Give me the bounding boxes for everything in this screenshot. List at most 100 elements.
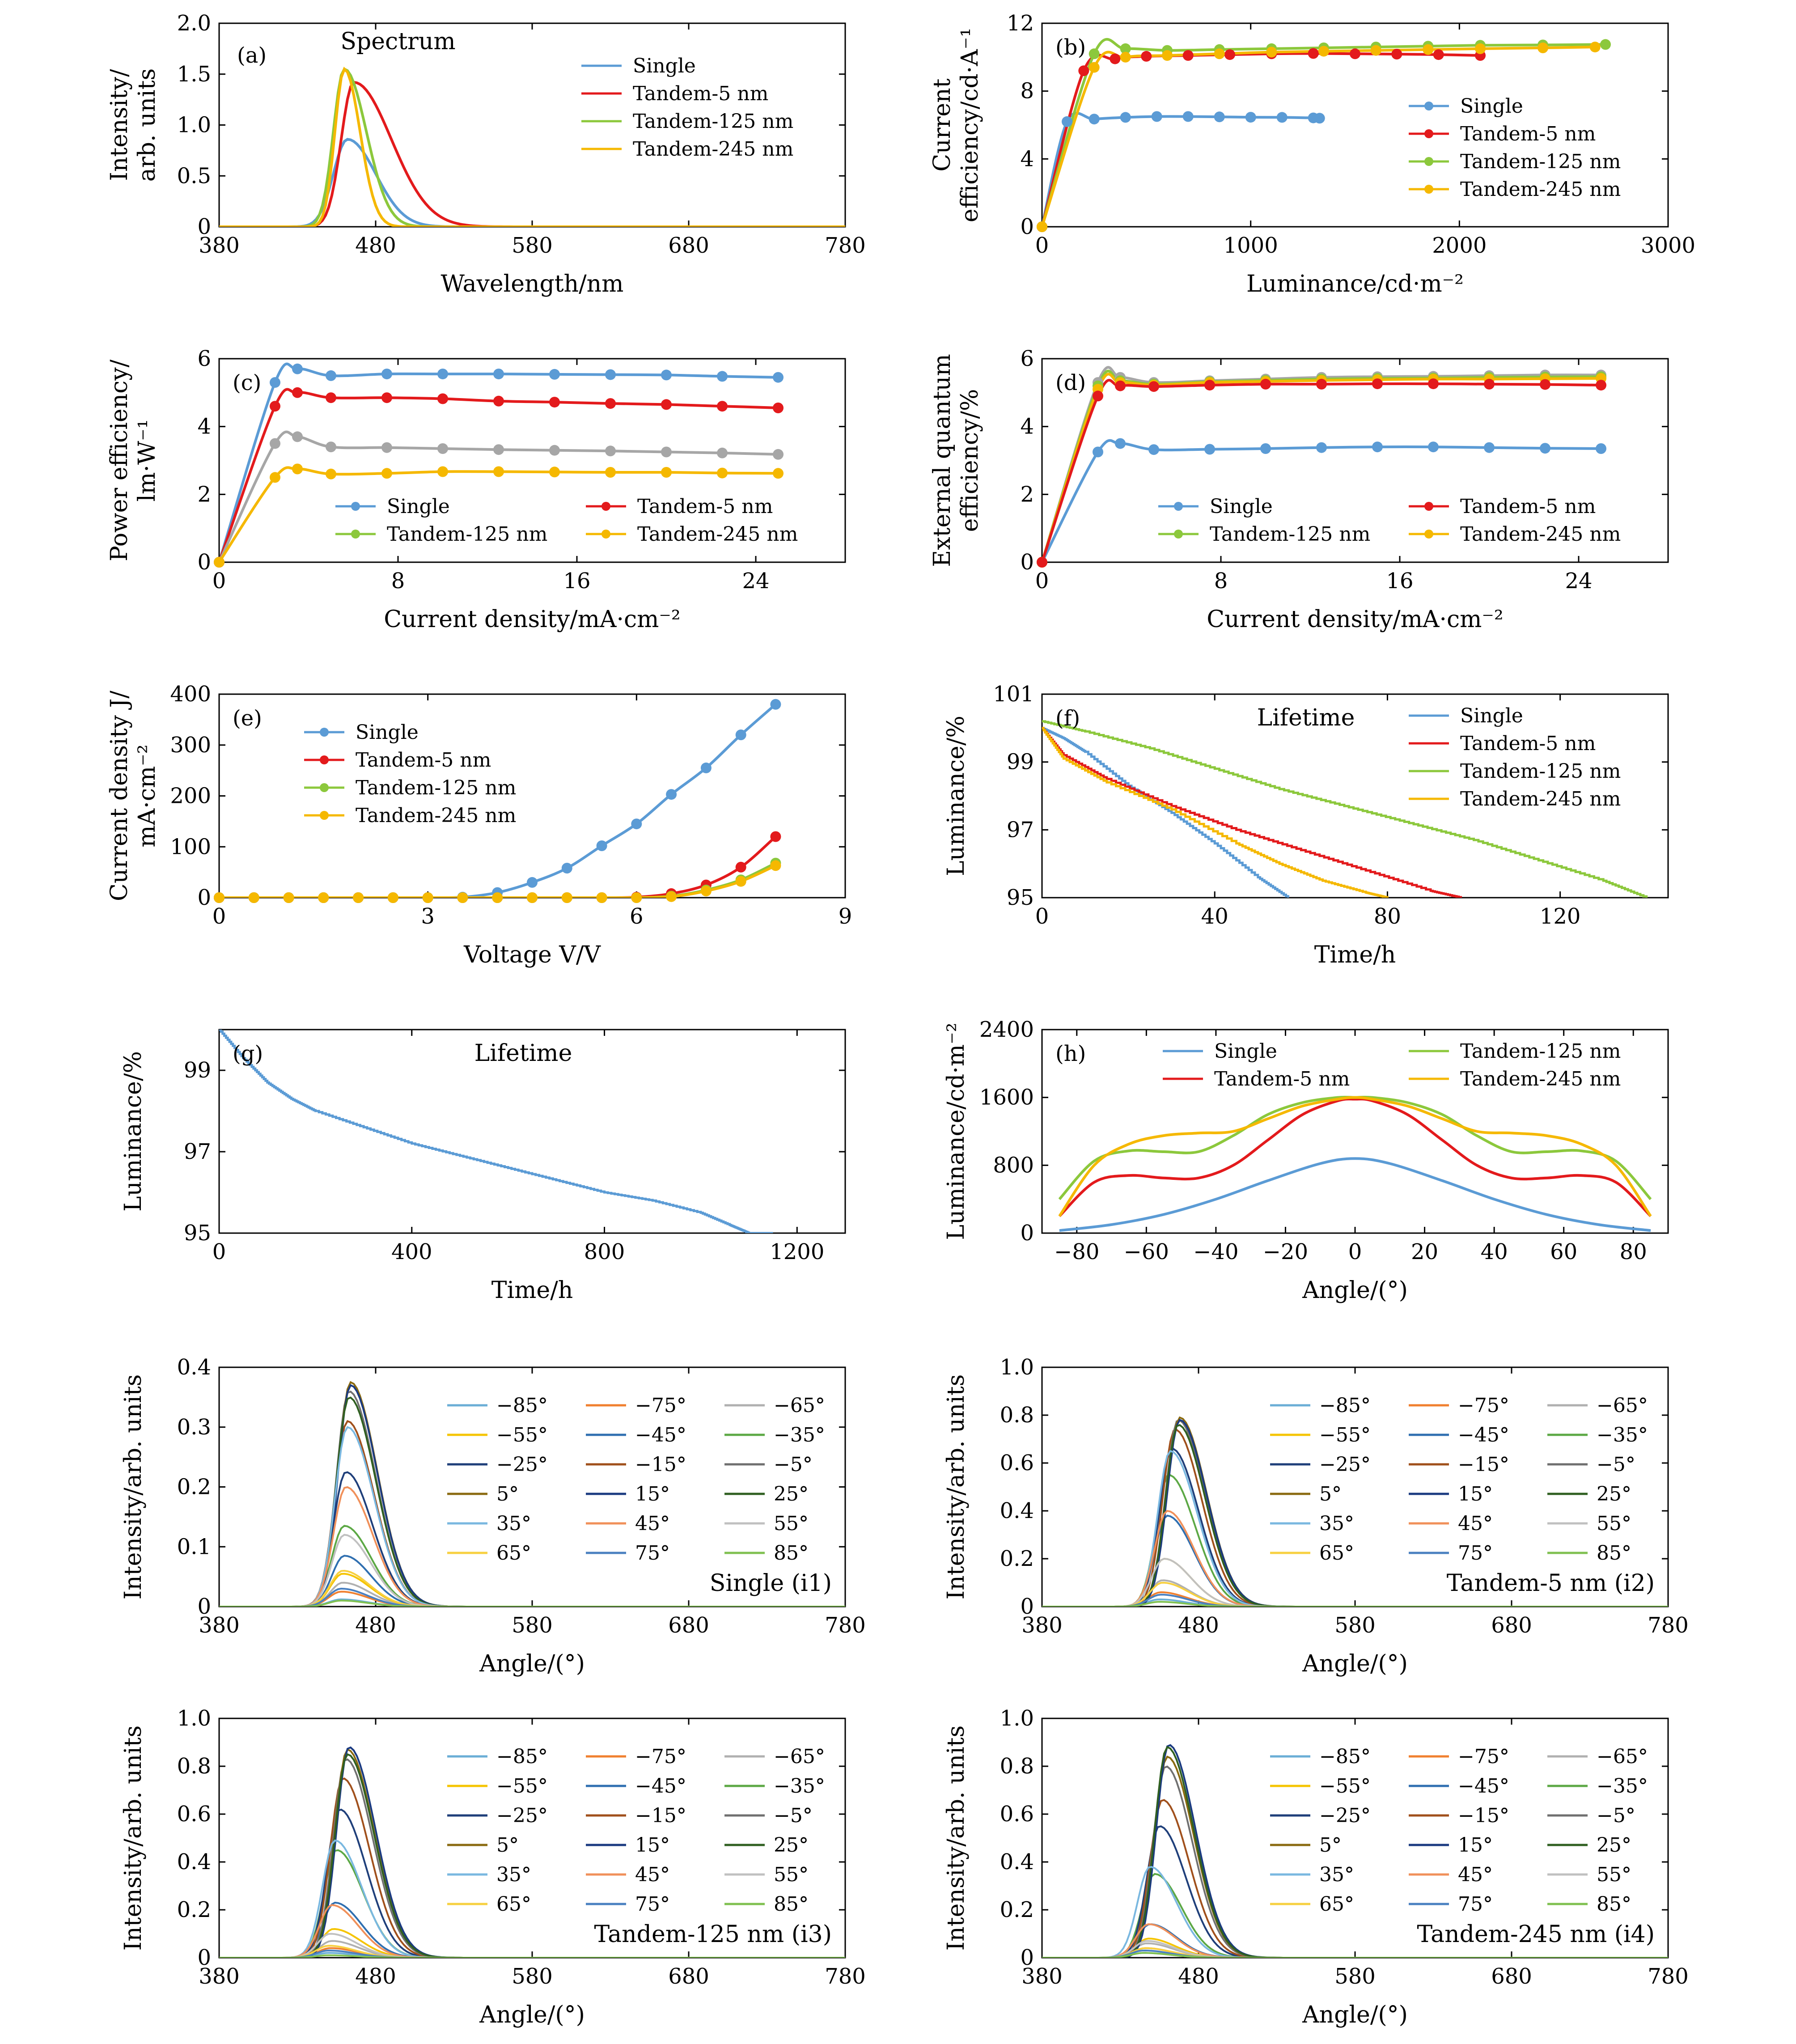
legend-entry: 35° (1319, 1512, 1354, 1535)
legend-entry: 75° (635, 1893, 670, 1916)
x-tick-label: 0 (1035, 568, 1049, 594)
data-marker (270, 438, 280, 449)
data-marker (292, 387, 303, 398)
y-axis-label: lm·W⁻¹ (134, 419, 161, 501)
legend-entry: Tandem-245 nm (1460, 523, 1621, 546)
legend-entry: 35° (496, 1512, 531, 1535)
panel-tag: (f) (1055, 706, 1080, 731)
angle-spectrum-line (1042, 1746, 1668, 1958)
x-tick-label: 0 (1035, 233, 1049, 258)
legend-entry: −25° (496, 1453, 548, 1476)
data-marker (1318, 46, 1329, 57)
panel-tag: (e) (233, 706, 262, 731)
legend-entry: Tandem-5 nm (1460, 732, 1596, 755)
y-tick-label: 97 (184, 1139, 211, 1164)
legend-entry: 5° (1319, 1483, 1342, 1505)
x-axis-label: Angle/(°) (479, 1650, 585, 1677)
data-marker (666, 891, 677, 902)
data-marker (1316, 378, 1327, 390)
angle-spectrum-line (219, 1940, 845, 1958)
legend-entry: −15° (1458, 1453, 1509, 1476)
y-axis-label: Current (929, 78, 956, 171)
angle-spectrum-line (219, 1534, 845, 1607)
legend-entry: −55° (496, 1775, 548, 1798)
legend-entry: −35° (1597, 1424, 1648, 1446)
series-line (219, 67, 845, 227)
panel-tag: Tandem-5 nm (i2) (1447, 1570, 1655, 1597)
series-line (1042, 727, 1389, 898)
legend-marker (1174, 530, 1183, 539)
data-marker (270, 472, 280, 483)
data-marker (1224, 49, 1235, 60)
legend-entry: Tandem-125 nm (1210, 523, 1370, 546)
legend-entry: −45° (635, 1424, 686, 1446)
legend-entry: 25° (774, 1834, 809, 1857)
legend-entry: 75° (1458, 1893, 1493, 1916)
legend-marker (320, 755, 329, 764)
data-marker (381, 468, 392, 479)
legend-entry: −35° (774, 1424, 825, 1446)
legend-entry: −85° (1319, 1394, 1371, 1417)
x-tick-label: 0 (212, 568, 226, 594)
data-marker (1540, 379, 1550, 390)
data-marker (549, 466, 560, 478)
legend-entry: Tandem-125 nm (633, 110, 793, 133)
legend-marker (1174, 502, 1183, 511)
y-tick-label: 2400 (979, 1017, 1034, 1042)
data-marker (1308, 48, 1319, 59)
y-tick-label: 0 (197, 214, 211, 239)
angle-spectrum-line (1042, 1510, 1668, 1607)
data-marker (1037, 221, 1047, 232)
y-tick-label: 4 (1020, 414, 1034, 439)
legend-entry: 15° (635, 1834, 670, 1857)
angle-spectrum-line (219, 1486, 845, 1607)
y-tick-label: 0.4 (177, 1849, 211, 1874)
data-marker (770, 860, 781, 871)
angle-spectrum-line (219, 1426, 845, 1607)
y-tick-label: 0.2 (1000, 1897, 1034, 1922)
data-marker (381, 392, 392, 403)
legend-entry: Tandem-5 nm (1214, 1068, 1350, 1090)
x-axis-label: Current density/mA·cm⁻² (1207, 606, 1503, 633)
plot-area (219, 1030, 773, 1233)
y-tick-label: 6 (197, 346, 211, 371)
data-marker (1182, 50, 1194, 61)
data-marker (770, 831, 781, 842)
series-line (1042, 52, 1481, 227)
y-tick-label: 300 (170, 733, 211, 758)
data-marker (1260, 443, 1271, 454)
data-marker (326, 468, 336, 479)
data-marker (661, 467, 672, 478)
x-axis-label: Current density/mA·cm⁻² (384, 606, 680, 633)
plot-area (219, 1746, 845, 1958)
data-marker (1214, 111, 1225, 123)
y-axis-label: efficiency/cd·A⁻¹ (957, 28, 983, 222)
y-tick-label: 0 (197, 1594, 211, 1619)
legend-entry: 55° (1597, 1863, 1631, 1886)
data-marker (666, 789, 677, 800)
x-tick-label: 400 (391, 1239, 432, 1264)
x-axis-label: Time/h (1314, 941, 1396, 968)
legend-marker (1424, 102, 1433, 110)
legend-entry: Single (356, 721, 419, 744)
x-tick-label: 2000 (1432, 233, 1487, 258)
data-marker (561, 892, 572, 903)
data-marker (700, 762, 712, 773)
series-line (219, 835, 777, 898)
data-marker (1089, 114, 1100, 125)
legend-entry: 35° (1319, 1863, 1354, 1886)
y-tick-label: 0 (197, 550, 211, 575)
x-tick-label: 480 (1178, 1964, 1219, 1989)
axes-frame (1041, 22, 1669, 228)
series-line (1042, 111, 1320, 227)
data-marker (292, 363, 303, 374)
panel-tag: (d) (1055, 370, 1086, 395)
series-line (219, 66, 845, 227)
legend-entry: −45° (635, 1775, 686, 1798)
legend-entry: Tandem-245 nm (637, 523, 798, 546)
chart-panel-f: 0 40 80 120 95 97 99 101 Time/h Luminance/% (f) Lif… (943, 682, 1669, 968)
x-tick-label: 800 (584, 1239, 625, 1264)
y-tick-label: 0 (197, 1945, 211, 1970)
legend-entry: −35° (1597, 1775, 1648, 1798)
data-marker (1433, 49, 1444, 60)
